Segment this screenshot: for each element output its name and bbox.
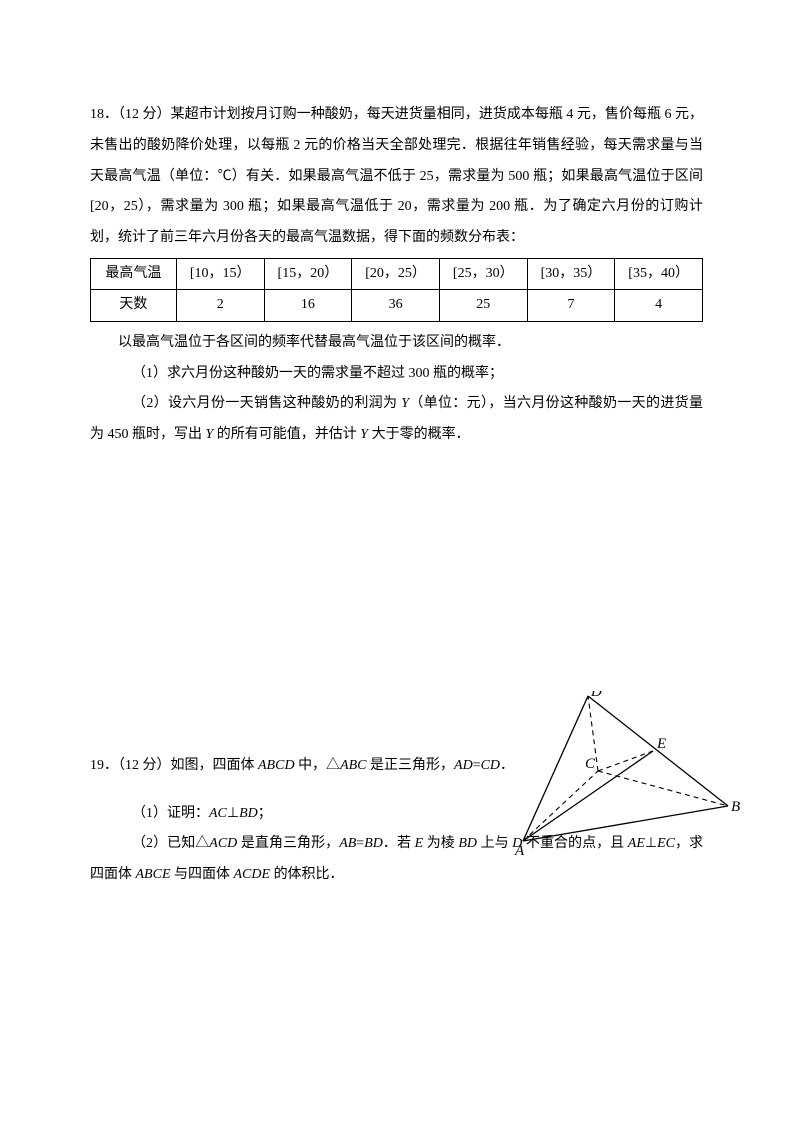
q19-number: 19．: [90, 758, 118, 773]
table-val: 25: [439, 290, 527, 321]
t: ．若: [383, 836, 415, 851]
edge-AB: [523, 806, 728, 841]
table-col: [25，30）: [439, 258, 527, 289]
table-header-label: 最高气温: [91, 258, 177, 289]
var-Y: Y: [401, 396, 409, 411]
t: （1）证明：: [132, 806, 209, 821]
t: （2）已知△: [132, 836, 209, 851]
q18-part2c: 的所有可能值，并估计: [213, 427, 360, 442]
var-ABC: ABC: [340, 758, 366, 773]
var-E: E: [415, 836, 424, 851]
label-A: A: [514, 843, 525, 859]
t: 是正三角形，: [367, 758, 455, 773]
var-AD: AD: [454, 758, 473, 773]
q19-diagram: A B C D E: [503, 691, 743, 861]
t: 与四面体: [171, 867, 234, 882]
table-col: [20，25）: [352, 258, 440, 289]
table-col: [35，40）: [615, 258, 703, 289]
table-val: 7: [527, 290, 615, 321]
edge-CE: [598, 751, 653, 771]
t: 为棱: [423, 836, 458, 851]
table-row: 最高气温 [10，15） [15，20） [20，25） [25，30） [30…: [91, 258, 703, 289]
table-val: 36: [352, 290, 440, 321]
q18-text2: 以最高气温位于各区间的频率代替最高气温位于该区间的概率．: [90, 328, 703, 359]
perp: ⊥: [227, 806, 239, 821]
var-BD: BD: [364, 836, 383, 851]
var-AC: AC: [209, 806, 227, 821]
q18-points: （12 分）: [118, 107, 171, 122]
table-row-label: 天数: [91, 290, 177, 321]
q19-block: A B C D E 19．（12 分）如图，四面体 ABCD 中，△ABC 是正…: [90, 751, 703, 891]
eq: =: [473, 758, 481, 773]
var-ABCD: ABCD: [258, 758, 295, 773]
table-col: [10，15）: [176, 258, 264, 289]
q18-stem: 18．（12 分）某超市计划按月订购一种酸奶，每天进货量相同，进货成本每瓶 4 …: [90, 100, 703, 254]
var-ACD: ACD: [209, 836, 237, 851]
t: ；: [258, 806, 272, 821]
q19-points: （12 分）: [118, 758, 171, 773]
label-C: C: [585, 756, 596, 772]
var-AB: AB: [339, 836, 356, 851]
var-CD: CD: [481, 758, 500, 773]
q18-part1: （1）求六月份这种酸奶一天的需求量不超过 300 瓶的概率；: [90, 359, 703, 390]
var-ACDE: ACDE: [234, 867, 271, 882]
var-BD: BD: [239, 806, 258, 821]
q18-text1: 某超市计划按月订购一种酸奶，每天进货量相同，进货成本每瓶 4 元，售价每瓶 6 …: [90, 107, 703, 245]
label-D: D: [590, 691, 602, 700]
edge-CB: [598, 771, 728, 806]
var-Y: Y: [360, 427, 368, 442]
table-val: 16: [264, 290, 352, 321]
table-col: [15，20）: [264, 258, 352, 289]
table-val: 4: [615, 290, 703, 321]
label-E: E: [656, 736, 666, 752]
t: 中，△: [295, 758, 341, 773]
q18-part2: （2）设六月份一天销售这种酸奶的利润为 Y（单位：元），当六月份这种酸奶一天的进…: [90, 389, 703, 451]
t: 是直角三角形，: [237, 836, 339, 851]
q18-frequency-table: 最高气温 [10，15） [15，20） [20，25） [25，30） [30…: [90, 258, 703, 322]
q18-part2a: （2）设六月份一天销售这种酸奶的利润为: [132, 396, 401, 411]
t: 如图，四面体: [171, 758, 259, 773]
var-ABCE: ABCE: [136, 867, 171, 882]
label-B: B: [731, 799, 740, 815]
table-row: 天数 2 16 36 25 7 4: [91, 290, 703, 321]
table-val: 2: [176, 290, 264, 321]
q18-part2d: 大于零的概率．: [368, 427, 470, 442]
t: 的体积比．: [270, 867, 344, 882]
page-content: 18．（12 分）某超市计划按月订购一种酸奶，每天进货量相同，进货成本每瓶 4 …: [0, 0, 793, 951]
table-col: [30，35）: [527, 258, 615, 289]
var-BD: BD: [458, 836, 477, 851]
q18-number: 18．: [90, 107, 118, 122]
